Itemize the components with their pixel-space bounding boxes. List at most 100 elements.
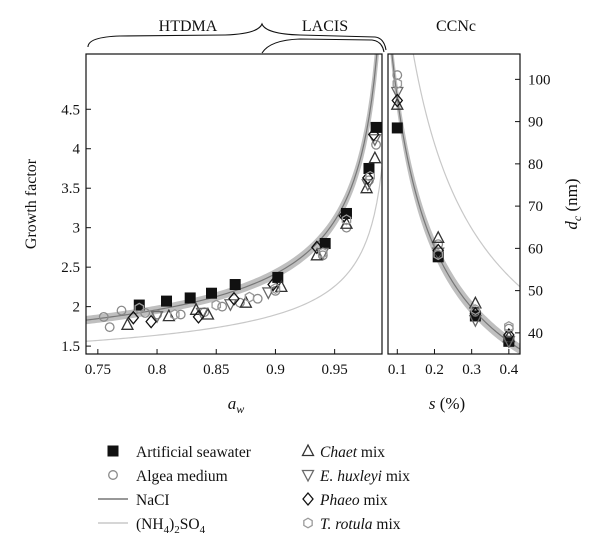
series-chaet-mix xyxy=(390,97,516,343)
legend-label-rest: mix xyxy=(360,492,388,509)
lacis-label: LACIS xyxy=(302,18,348,35)
data-point xyxy=(116,305,127,316)
data-point xyxy=(244,291,255,303)
critical-diameter-panel: 0.1 0.2 0.3 0.4 40 50 60 70 80 90 100 s (%) dc (nm) C… xyxy=(387,18,584,413)
y-tick-label: 60 xyxy=(528,241,543,257)
data-point xyxy=(211,299,222,311)
y-tick-label: 100 xyxy=(528,72,551,88)
data-point xyxy=(150,310,164,324)
legend-swatch xyxy=(301,469,315,483)
ccnc-label: CCNc xyxy=(436,18,476,35)
legend-label: Chaet mix xyxy=(320,444,385,461)
data-point xyxy=(391,93,404,108)
legend-label: Artificial seawater xyxy=(136,444,252,461)
y-tick-label: 1.5 xyxy=(61,339,80,355)
data-point xyxy=(98,311,109,322)
legend-label-part: ) xyxy=(169,516,174,533)
nacl-curve xyxy=(86,54,378,321)
data-point xyxy=(134,302,145,314)
data-point xyxy=(175,309,186,320)
ammonium-sulfate-curve xyxy=(86,160,382,342)
y-tick-label: 3 xyxy=(73,221,81,237)
y-axis-label-main: d xyxy=(562,221,581,230)
data-point xyxy=(252,293,263,304)
legend-label: E. huxleyi mix xyxy=(319,468,410,485)
x-tick-label: 0.8 xyxy=(148,362,167,378)
legend-label-part: 4 xyxy=(200,524,206,536)
series-artificial-seawater xyxy=(391,122,515,347)
data-point xyxy=(365,170,375,182)
y-axis-label-unit: (nm) xyxy=(562,178,581,215)
legend-item: T. rotula mix xyxy=(303,516,401,533)
y-tick-label: 2.5 xyxy=(61,260,80,276)
x-tick-label: 0.4 xyxy=(499,362,518,378)
legend-label-rest: mix xyxy=(382,468,410,485)
htdma-label: HTDMA xyxy=(159,18,218,35)
data-point xyxy=(206,287,218,299)
left-plot-frame xyxy=(85,53,383,355)
right-plot-area xyxy=(390,54,520,354)
y-tick-label: 2 xyxy=(73,300,81,316)
legend-label: T. rotula mix xyxy=(320,516,401,533)
x-axis-label-unit: (%) xyxy=(435,394,465,413)
data-point xyxy=(267,277,279,292)
data-point xyxy=(317,247,328,259)
series-e-huxleyi-mix xyxy=(390,86,516,349)
x-axis-label-main: a xyxy=(228,394,237,413)
y-tick-label: 40 xyxy=(528,326,543,342)
x-tick-label: 0.2 xyxy=(425,362,444,378)
legend-swatch xyxy=(302,491,314,507)
y-tick-label: 50 xyxy=(528,284,543,300)
y-axis-label: Growth factor xyxy=(23,158,40,249)
series-chaet-mix xyxy=(120,150,382,330)
data-point xyxy=(502,336,516,349)
data-point xyxy=(161,295,173,307)
data-point xyxy=(162,308,176,322)
legend-item: NaCI xyxy=(98,492,170,509)
x-tick-label: 0.75 xyxy=(85,362,111,378)
data-point xyxy=(310,247,324,261)
x-tick-label: 0.85 xyxy=(203,362,229,378)
legend-item: E. huxleyi mix xyxy=(301,468,410,485)
legend-label: (NH4)2SO4 xyxy=(136,516,206,536)
x-axis-label-main: s xyxy=(429,394,436,413)
data-point xyxy=(120,317,135,330)
x-axis-label: s (%) xyxy=(429,394,465,413)
x-axis-label-subscript: w xyxy=(236,402,244,416)
legend-label-italic: E. huxleyi xyxy=(319,468,382,485)
data-point xyxy=(229,279,241,291)
data-point xyxy=(368,150,382,164)
legend-item: Algea medium xyxy=(108,468,228,485)
data-point xyxy=(341,214,352,226)
data-point xyxy=(184,292,196,304)
data-point xyxy=(470,304,481,316)
legend-label-italic: Chaet xyxy=(320,444,358,461)
data-point xyxy=(391,122,403,134)
y-tick-label: 70 xyxy=(528,199,543,215)
y-tick-label: 90 xyxy=(528,115,543,131)
legend-label-part: 4 xyxy=(164,524,170,536)
data-point xyxy=(368,134,382,147)
legend-label-part: (NH xyxy=(136,516,164,533)
data-point xyxy=(390,86,404,100)
data-point xyxy=(133,299,145,311)
legend-item: Chaet mix xyxy=(301,443,385,461)
series-phaeo-mix xyxy=(391,93,515,343)
data-point xyxy=(504,320,514,333)
y-tick-label: 4.5 xyxy=(61,102,80,118)
data-point xyxy=(169,308,180,321)
data-point xyxy=(192,309,205,324)
data-point xyxy=(367,127,380,142)
data-point xyxy=(272,271,284,283)
data-point xyxy=(145,314,157,329)
x-tick-label: 0.9 xyxy=(266,362,285,378)
nacl-uncertainty-band xyxy=(390,54,520,354)
y-tick-label: 80 xyxy=(528,157,543,173)
y-tick-label: 4 xyxy=(73,142,81,158)
left-plot-area xyxy=(86,54,382,342)
x-tick-label: 0.95 xyxy=(322,362,348,378)
data-point xyxy=(261,287,275,300)
data-point xyxy=(431,230,445,243)
nacl-uncertainty-band xyxy=(86,54,379,325)
